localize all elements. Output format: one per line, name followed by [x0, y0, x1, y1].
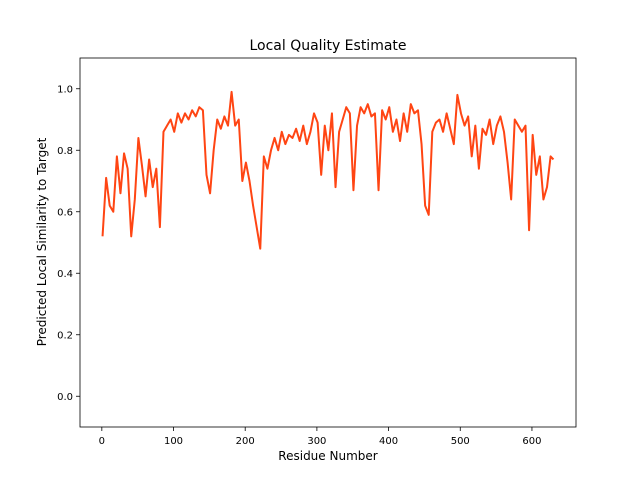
x-axis-label: Residue Number: [278, 449, 377, 463]
y-tick-label: 0.2: [57, 330, 73, 341]
y-axis-label: Predicted Local Similarity to Target: [35, 137, 49, 346]
x-tick-label: 300: [307, 436, 326, 447]
y-tick-label: 0.6: [57, 207, 73, 218]
data-line: [101, 90, 555, 250]
x-tick-label: 600: [522, 436, 541, 447]
chart-title: Local Quality Estimate: [249, 38, 406, 54]
y-tick-label: 0.4: [57, 269, 73, 280]
y-tick-label: 0.8: [57, 146, 73, 157]
x-tick-label: 500: [451, 436, 470, 447]
x-tick-label: 100: [164, 436, 183, 447]
x-tick-label: 400: [379, 436, 398, 447]
plot-frame: [79, 57, 577, 428]
x-tick-label: 0: [99, 436, 105, 447]
y-tick-label: 1.0: [57, 84, 73, 95]
x-tick-label: 200: [236, 436, 255, 447]
y-tick-label: 0.0: [57, 392, 73, 403]
